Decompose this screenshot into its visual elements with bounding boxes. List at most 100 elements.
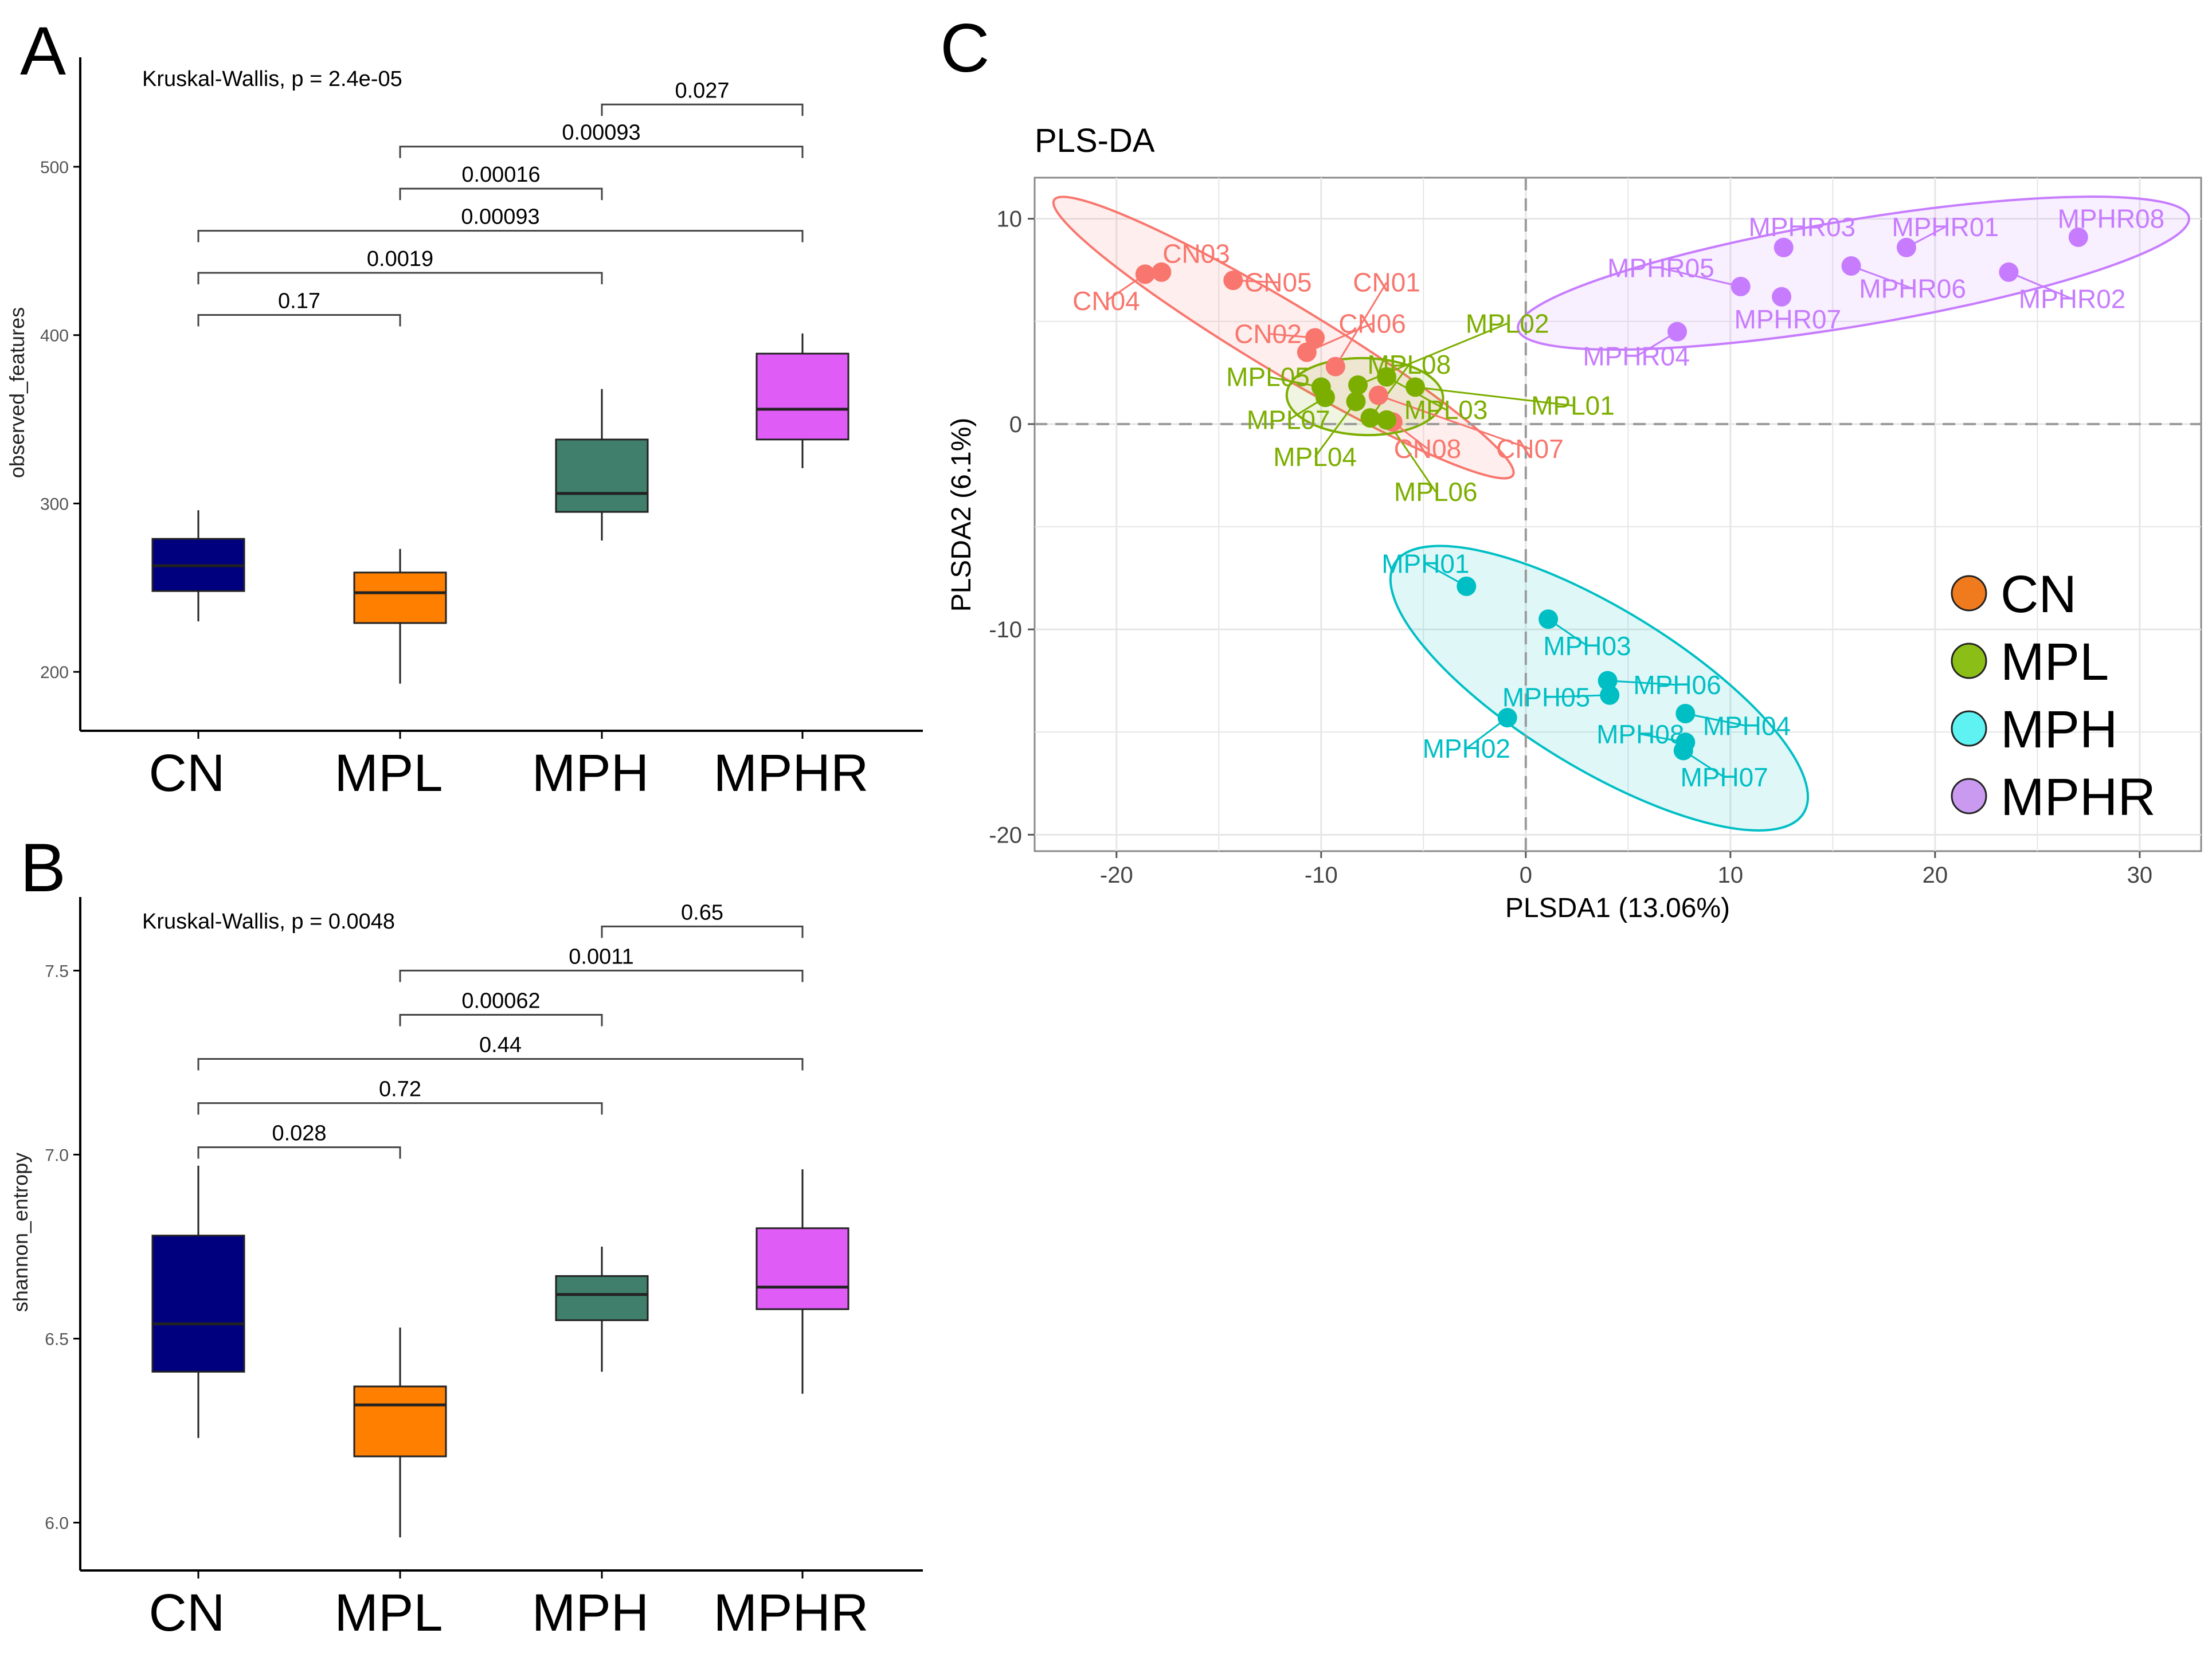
point-mphr01	[1896, 237, 1916, 257]
point-label-cn03: CN03	[1162, 239, 1230, 269]
point-mphr05	[1731, 276, 1751, 296]
label-leader-line	[1334, 281, 1388, 367]
point-mph05	[1600, 685, 1620, 705]
point-label-mphr05: MPHR05	[1607, 253, 1714, 283]
x-tick-label-cn: CN	[149, 1584, 225, 1642]
point-label-mpl08: MPL08	[1367, 350, 1451, 379]
ellipse-mpl	[1285, 357, 1444, 437]
point-label-mpl03: MPL03	[1404, 395, 1488, 425]
point-label-cn07: CN07	[1496, 434, 1564, 464]
box-mph	[555, 438, 649, 513]
x-tick-label: 20	[1923, 863, 1948, 888]
significance-bracket	[399, 969, 804, 982]
box-mph	[555, 1275, 649, 1321]
y-tick-label: 300	[40, 495, 69, 514]
legend-key-mpl	[1951, 643, 1987, 679]
label-leader-line	[1850, 265, 1913, 289]
y-tick-label: 6.0	[45, 1514, 69, 1533]
legend-label-cn: CN	[2000, 565, 2077, 624]
x-tick-label: -20	[1100, 863, 1133, 888]
p-value-label: 0.65	[681, 900, 723, 925]
x-tick-label-mph: MPH	[532, 1584, 649, 1642]
label-leader-line	[2008, 271, 2073, 300]
significance-bracket	[197, 1146, 401, 1159]
point-mphr07	[1772, 287, 1792, 307]
significance-bracket	[399, 1013, 603, 1027]
point-label-mpl05: MPL05	[1226, 362, 1310, 391]
point-mph08	[1675, 733, 1696, 753]
p-value-label: 0.00062	[461, 989, 540, 1013]
kruskal-wallis-annotation: Kruskal-Wallis, p = 2.4e-05	[142, 67, 402, 91]
x-tick-label-mphr: MPHR	[714, 744, 869, 802]
point-cn04	[1135, 264, 1155, 284]
x-tick-label: 30	[2127, 863, 2153, 888]
p-value-label: 0.00093	[562, 121, 640, 145]
point-mph01	[1457, 576, 1477, 596]
p-value-label: 0.028	[272, 1122, 326, 1146]
point-mpl07	[1315, 387, 1335, 408]
boxplot-shannon-entropy: Kruskal-Wallis, p = 0.0048 shannon_entro…	[9, 897, 923, 1642]
point-label-mph01: MPH01	[1381, 549, 1469, 578]
x-tick-label: 0	[1520, 863, 1532, 888]
p-value-label: 0.44	[479, 1033, 522, 1057]
label-leader-line	[1369, 364, 1410, 419]
point-label-mpl06: MPL06	[1394, 477, 1478, 507]
point-cn02	[1305, 328, 1325, 348]
box-mpl	[353, 1385, 447, 1458]
p-value-label: 0.027	[675, 79, 729, 103]
significance-bracket	[197, 272, 603, 284]
plsda-scatter: PLS-DA CN03 CN04 CN05 CN01 CN02 CN06 CN07 CN08 M…	[946, 122, 2202, 923]
point-mpl06	[1377, 410, 1397, 430]
point-mph04	[1675, 703, 1696, 723]
point-label-mphr03: MPHR03	[1749, 212, 1856, 242]
label-leader-line	[1314, 401, 1357, 458]
point-label-mpl01: MPL01	[1531, 391, 1615, 421]
x-tick-label-mph: MPH	[532, 744, 649, 802]
box-mphr	[755, 1227, 849, 1310]
panel-label-b: B	[20, 829, 66, 906]
p-value-label: 0.72	[379, 1078, 421, 1102]
point-mpl08	[1360, 408, 1380, 428]
p-value-label: 0.00093	[461, 205, 539, 229]
p-value-label: 0.0011	[569, 945, 633, 969]
y-tick-label: -20	[989, 822, 1022, 848]
point-mphr06	[1841, 256, 1861, 276]
significance-bracket	[601, 103, 804, 116]
point-label-mpl07: MPL07	[1247, 405, 1330, 435]
point-label-cn01: CN01	[1353, 268, 1420, 297]
plot-panel	[1033, 177, 2202, 852]
x-tick-label: -10	[1305, 863, 1338, 888]
y-tick-label: 400	[40, 327, 69, 346]
point-label-mphr04: MPHR04	[1583, 342, 1690, 371]
point-cn01	[1325, 357, 1345, 377]
box-cn	[151, 1235, 245, 1373]
point-label-mphr08: MPHR08	[2058, 204, 2165, 234]
point-label-mpl04: MPL04	[1273, 442, 1357, 472]
box-mphr	[755, 352, 849, 441]
point-mph02	[1497, 708, 1517, 728]
point-mph06	[1598, 671, 1618, 691]
y-tick-label: 10	[997, 207, 1023, 232]
point-mpl03	[1377, 367, 1397, 387]
significance-bracket	[601, 925, 804, 938]
point-label-mphr07: MPHR07	[1735, 304, 1842, 334]
x-tick-label: 10	[1718, 863, 1744, 888]
y-tick-label: -10	[989, 617, 1022, 643]
p-value-label: 0.00016	[461, 163, 540, 187]
x-tick-label-cn: CN	[149, 744, 225, 802]
point-label-mphr06: MPHR06	[1859, 273, 1966, 303]
legend-label-mph: MPH	[2000, 700, 2117, 759]
y-tick-label: 200	[40, 663, 69, 682]
y-tick-label: 0	[1009, 412, 1022, 437]
point-cn05	[1223, 271, 1243, 291]
kruskal-wallis-annotation: Kruskal-Wallis, p = 0.0048	[142, 910, 395, 934]
point-mphr08	[2068, 227, 2088, 247]
x-tick-label-mpl: MPL	[334, 744, 443, 802]
point-mpl02	[1348, 375, 1368, 395]
point-cn03	[1152, 262, 1172, 282]
point-label-cn08: CN08	[1394, 434, 1462, 464]
point-label-cn06: CN06	[1338, 308, 1406, 338]
ellipse-mph	[1389, 545, 1809, 832]
point-mphr02	[1999, 262, 2019, 282]
point-label-mphr02: MPHR02	[2019, 284, 2126, 314]
